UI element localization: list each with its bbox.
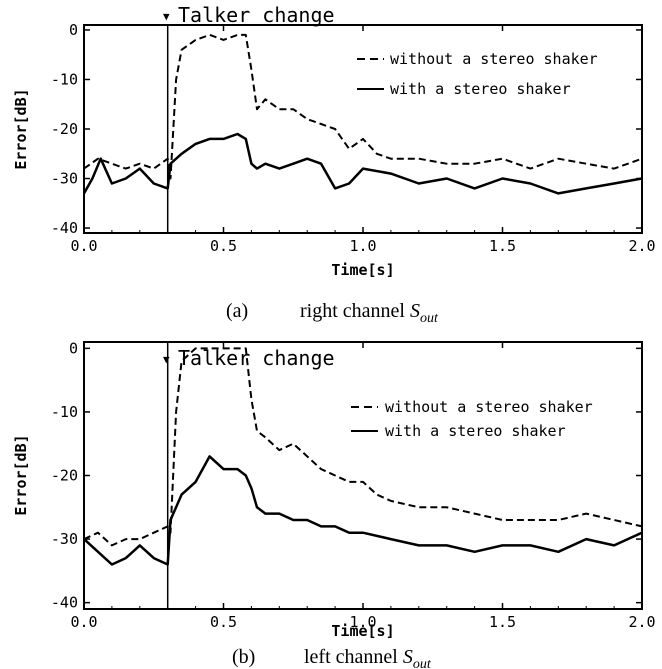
legend-label-with-a: with a stereo shaker — [390, 80, 571, 98]
ytick-label-b: -40 — [51, 594, 78, 612]
ytick-label-b: -30 — [51, 530, 78, 548]
xtick-label-a: 2.0 — [628, 237, 655, 255]
xtick-label-b: 1.5 — [489, 613, 516, 631]
panel-a: 0.0 0.5 1.0 1.5 2.0 0 -10 -20 -30 -40 ▼ Talker ch… — [12, 3, 656, 326]
xtick-label-a: 1.0 — [349, 237, 376, 255]
ytick-label-a: -30 — [51, 170, 78, 188]
legend-label-without-b: without a stereo shaker — [385, 398, 593, 416]
ytick-label-a: -40 — [51, 219, 78, 237]
xtick-label-b: 0.0 — [70, 613, 97, 631]
ytick-label-b: 0 — [69, 339, 78, 357]
xtick-label-b: 1.0 — [349, 613, 376, 631]
xtick-label-a: 0.5 — [210, 237, 237, 255]
legend-label-with-b: with a stereo shaker — [385, 422, 566, 440]
legend-b: without a stereo shaker with a stereo sh… — [351, 398, 593, 440]
legend-label-without-a: without a stereo shaker — [390, 50, 598, 68]
ylabel-a: Error[dB] — [12, 88, 30, 169]
ytick-label-b: -20 — [51, 467, 78, 485]
xtick-label-b: 0.5 — [210, 613, 237, 631]
series-line-with-shaker-b — [83, 455, 643, 566]
ylabel-b: Error[dB] — [12, 434, 30, 515]
xtick-label-a: 1.5 — [489, 237, 516, 255]
series-line-without-shaker-a — [83, 33, 643, 180]
caption-a: (a) right channel Sout — [226, 300, 439, 326]
xlabel-a: Time[s] — [331, 261, 394, 279]
xtick-label-a: 0.0 — [70, 237, 97, 255]
ytick-label-a: -10 — [51, 70, 78, 88]
ytick-label-b: -10 — [51, 403, 78, 421]
legend-a: without a stereo shaker with a stereo sh… — [357, 50, 598, 98]
marker-triangle-b: ▼ — [163, 353, 170, 366]
panel-b: 0.0 0.5 1.0 1.5 2.0 0 -10 -20 -30 -40 ▼ Talker ch… — [12, 339, 656, 669]
xlabel-b: Time[s] — [331, 622, 394, 640]
caption-b: (b) left channel Sout — [232, 646, 432, 669]
marker-triangle-a: ▼ — [163, 10, 170, 23]
xtick-label-b: 2.0 — [628, 613, 655, 631]
series-line-with-shaker-a — [82, 132, 643, 195]
series-line-without-shaker-b — [83, 347, 643, 547]
ytick-label-a: 0 — [69, 21, 78, 39]
marker-label-b: Talker change — [178, 346, 335, 370]
marker-label-a: Talker change — [178, 3, 335, 27]
ytick-label-a: -20 — [51, 120, 78, 138]
